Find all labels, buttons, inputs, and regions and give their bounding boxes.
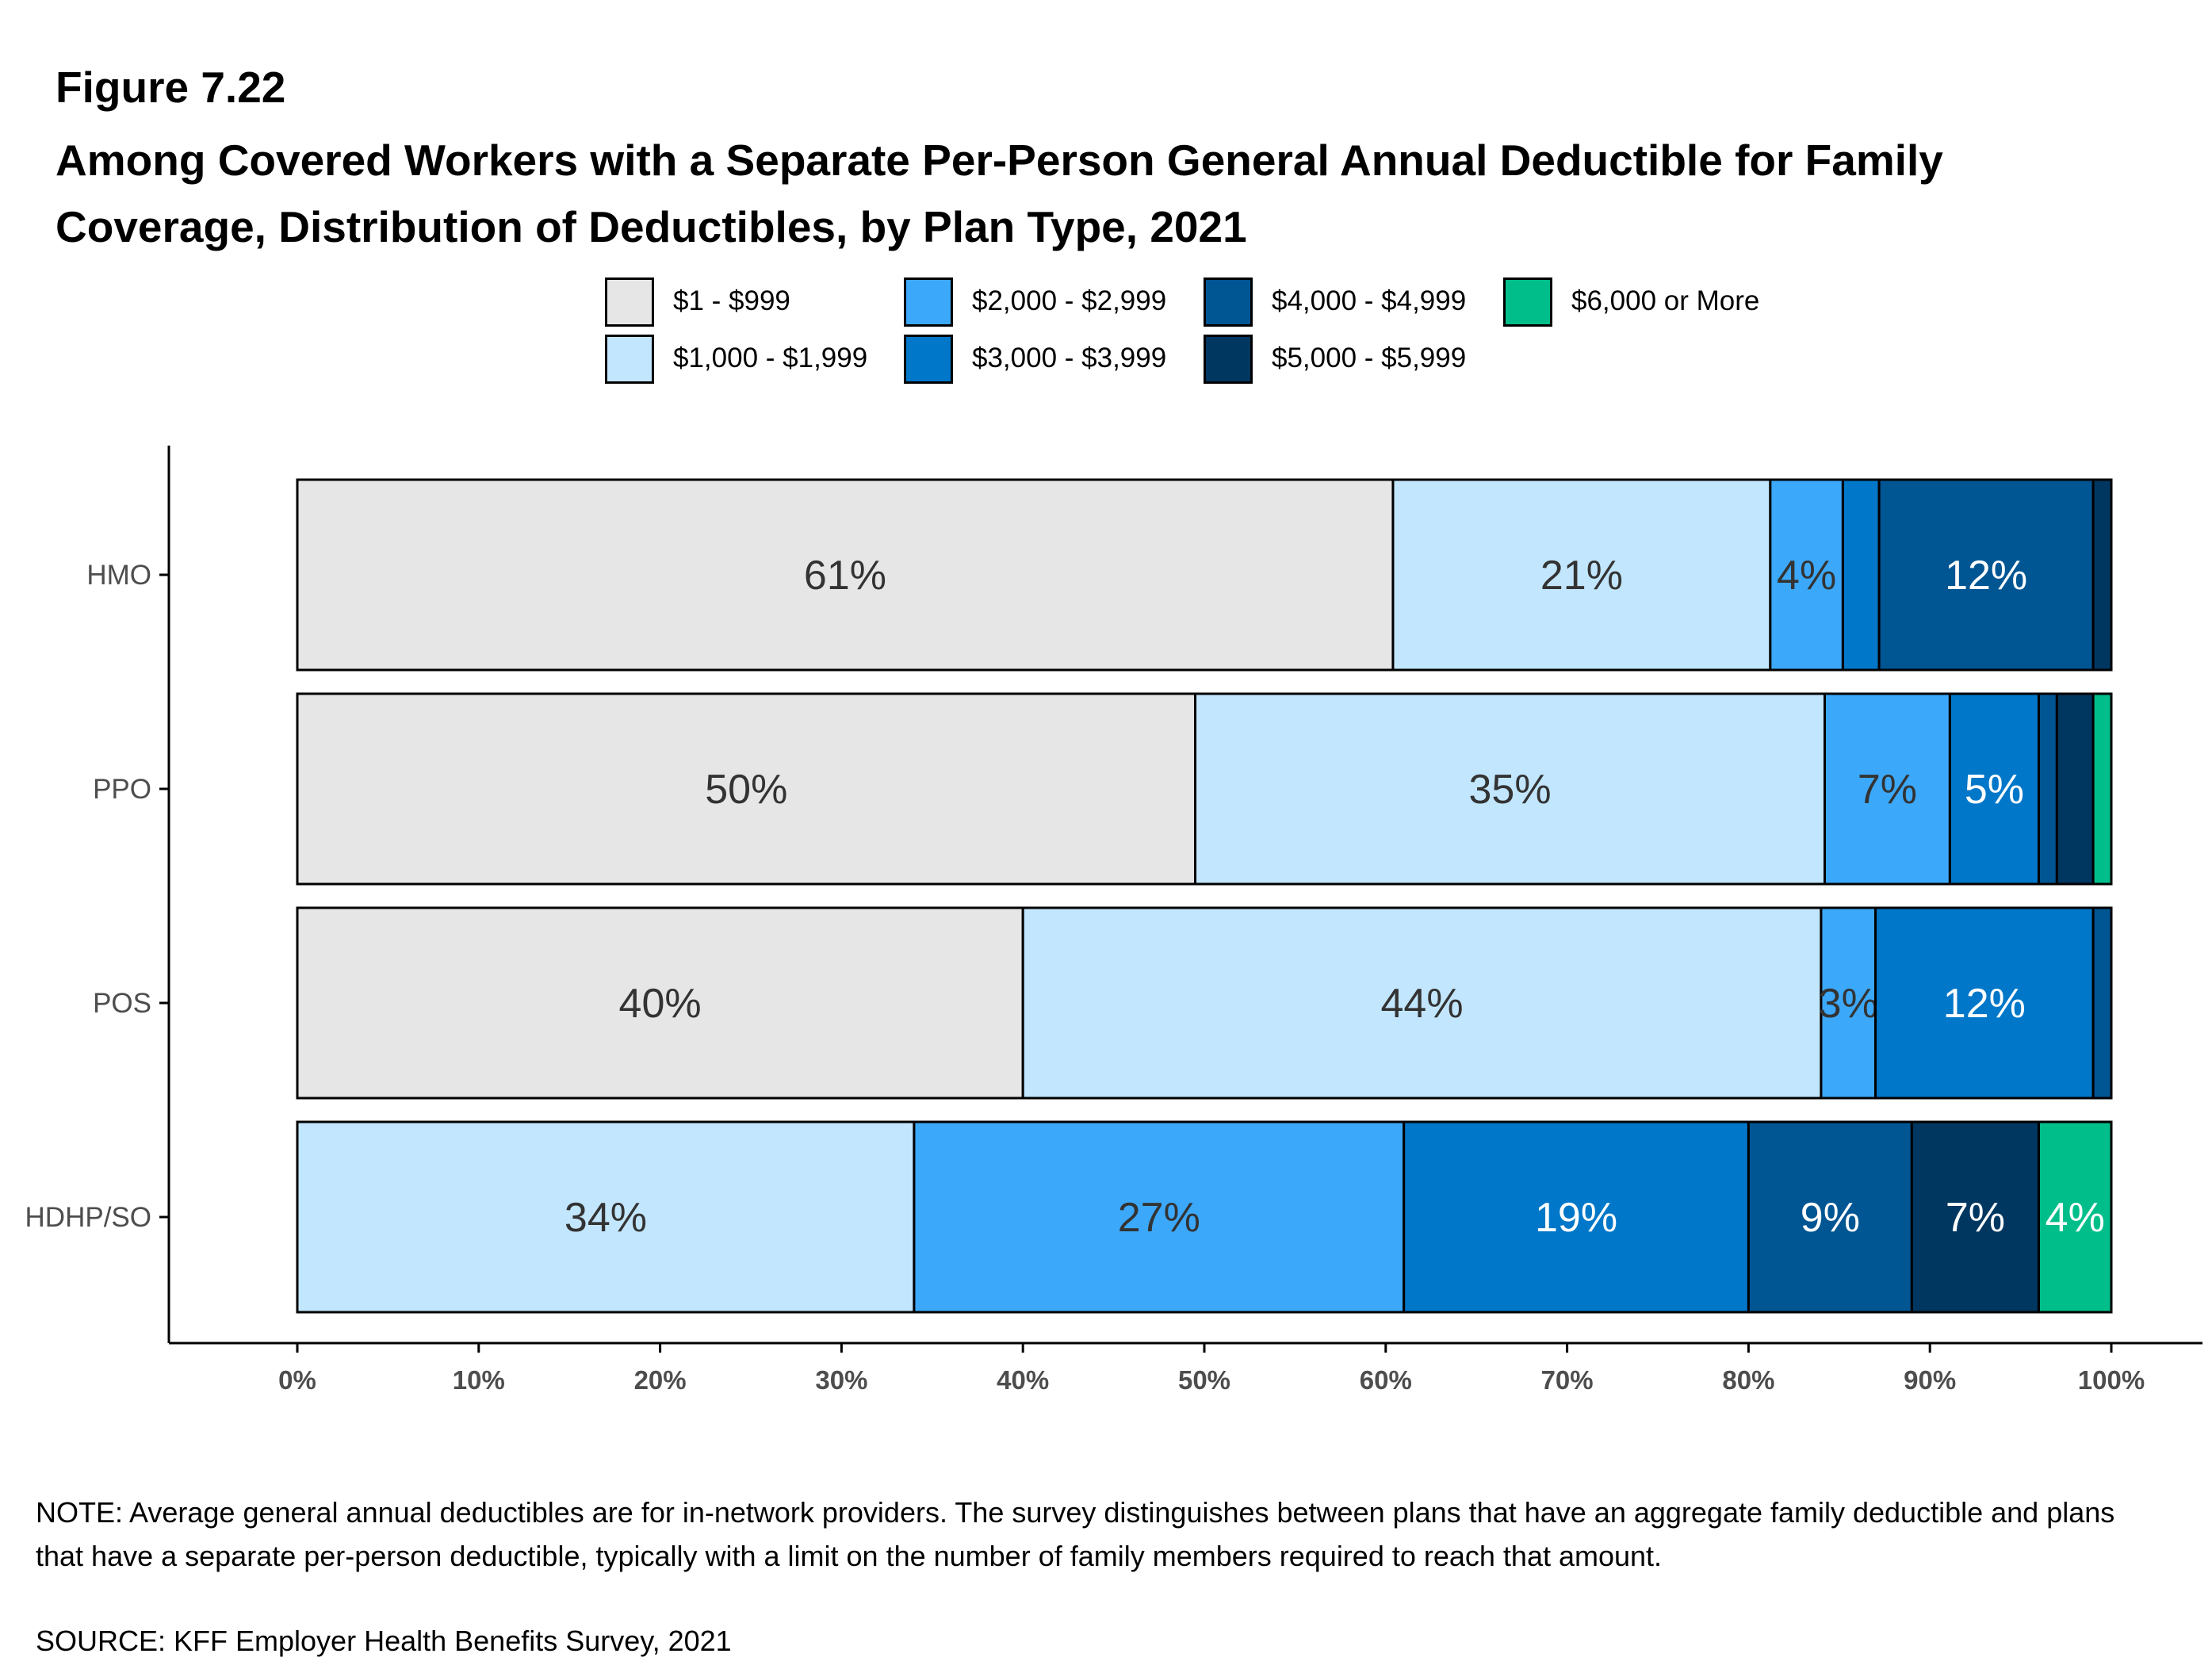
data-label: 3%: [1819, 981, 1878, 1027]
data-label: 12%: [1945, 553, 2027, 599]
data-label: 12%: [1943, 981, 2026, 1027]
data-label: 44%: [1381, 981, 1464, 1027]
data-label: 4%: [2046, 1195, 2105, 1241]
bar-ppo-1-000-1-999: [1194, 692, 1826, 886]
chart-note: NOTE: Average general annual deductibles…: [36, 1496, 2115, 1572]
data-label: 35%: [1468, 767, 1551, 813]
bar-hdhp-so-2-000-2-999: [913, 1120, 1406, 1314]
bar-ppo-3-000-3-999: [1948, 692, 2040, 886]
bar-hmo-5-000-5-999: [2091, 478, 2113, 672]
x-tick-label: 100%: [2078, 1365, 2145, 1395]
chart-source: SOURCE: KFF Employer Health Benefits Sur…: [36, 1625, 732, 1657]
bar-pos-1-999: [296, 906, 1024, 1100]
x-tick-label: 30%: [815, 1365, 867, 1395]
x-tick-label: 90%: [1904, 1365, 1956, 1395]
x-tick-label: 80%: [1722, 1365, 1774, 1395]
bar-ppo-6-000-or-more: [2091, 692, 2113, 886]
bar-pos-2-000-2-999: [1820, 906, 1877, 1100]
bar-hmo-3-000-3-999: [1841, 478, 1881, 672]
bar-hdhp-so-1-000-1-999: [296, 1120, 916, 1314]
data-label: 4%: [1777, 553, 1836, 599]
data-label: 19%: [1535, 1195, 1617, 1241]
data-label: 50%: [705, 767, 787, 813]
y-tick-label: HMO: [86, 560, 151, 591]
bar-ppo-2-000-2-999: [1823, 692, 1951, 886]
x-tick-label: 70%: [1541, 1365, 1594, 1395]
y-tick-label: POS: [93, 988, 151, 1019]
y-tick-label: HDHP/SO: [25, 1202, 151, 1233]
x-tick-label: 10%: [453, 1365, 505, 1395]
data-label: 7%: [1946, 1195, 2005, 1241]
data-label: 7%: [1858, 767, 1917, 813]
bar-hmo-4-000-4-999: [1877, 478, 2095, 672]
bar-ppo-1-999: [296, 692, 1197, 886]
stacked-bar-chart: 61% 21% 4% 12% HMO 50% 35% 7% 5% PPO 40% 44% 3% 12% PO…: [25, 446, 2202, 1395]
bar-pos-3-000-3-999: [1874, 906, 2095, 1100]
bar-ppo-4-000-4-999: [2037, 692, 2058, 886]
data-label: 34%: [564, 1195, 647, 1241]
x-tick-label: 50%: [1178, 1365, 1230, 1395]
data-label: 40%: [619, 981, 702, 1027]
bar-ppo-5-000-5-999: [2055, 692, 2095, 886]
bar-pos-4-000-4-999: [2091, 906, 2113, 1100]
x-tick-label: 40%: [997, 1365, 1049, 1395]
data-label: 5%: [1965, 767, 2024, 813]
bar-hmo-1-999: [296, 478, 1395, 672]
y-tick-label: PPO: [93, 774, 151, 805]
x-tick-label: 0%: [278, 1365, 316, 1395]
bar-hdhp-so-3-000-3-999: [1403, 1120, 1750, 1314]
data-label: 9%: [1801, 1195, 1860, 1241]
x-tick-label: 20%: [634, 1365, 687, 1395]
chart-title: Among Covered Workers with a Separate Pe…: [55, 136, 1943, 251]
data-label: 21%: [1540, 553, 1623, 599]
data-label: 61%: [804, 553, 886, 599]
bar-hdhp-so-6-000-or-more: [2037, 1120, 2113, 1314]
figure-label: Figure 7.22: [55, 63, 286, 112]
data-label: 27%: [1118, 1195, 1200, 1241]
bar-pos-1-000-1-999: [1021, 906, 1823, 1100]
bar-hdhp-so-5-000-5-999: [1910, 1120, 2040, 1314]
x-tick-label: 60%: [1360, 1365, 1412, 1395]
